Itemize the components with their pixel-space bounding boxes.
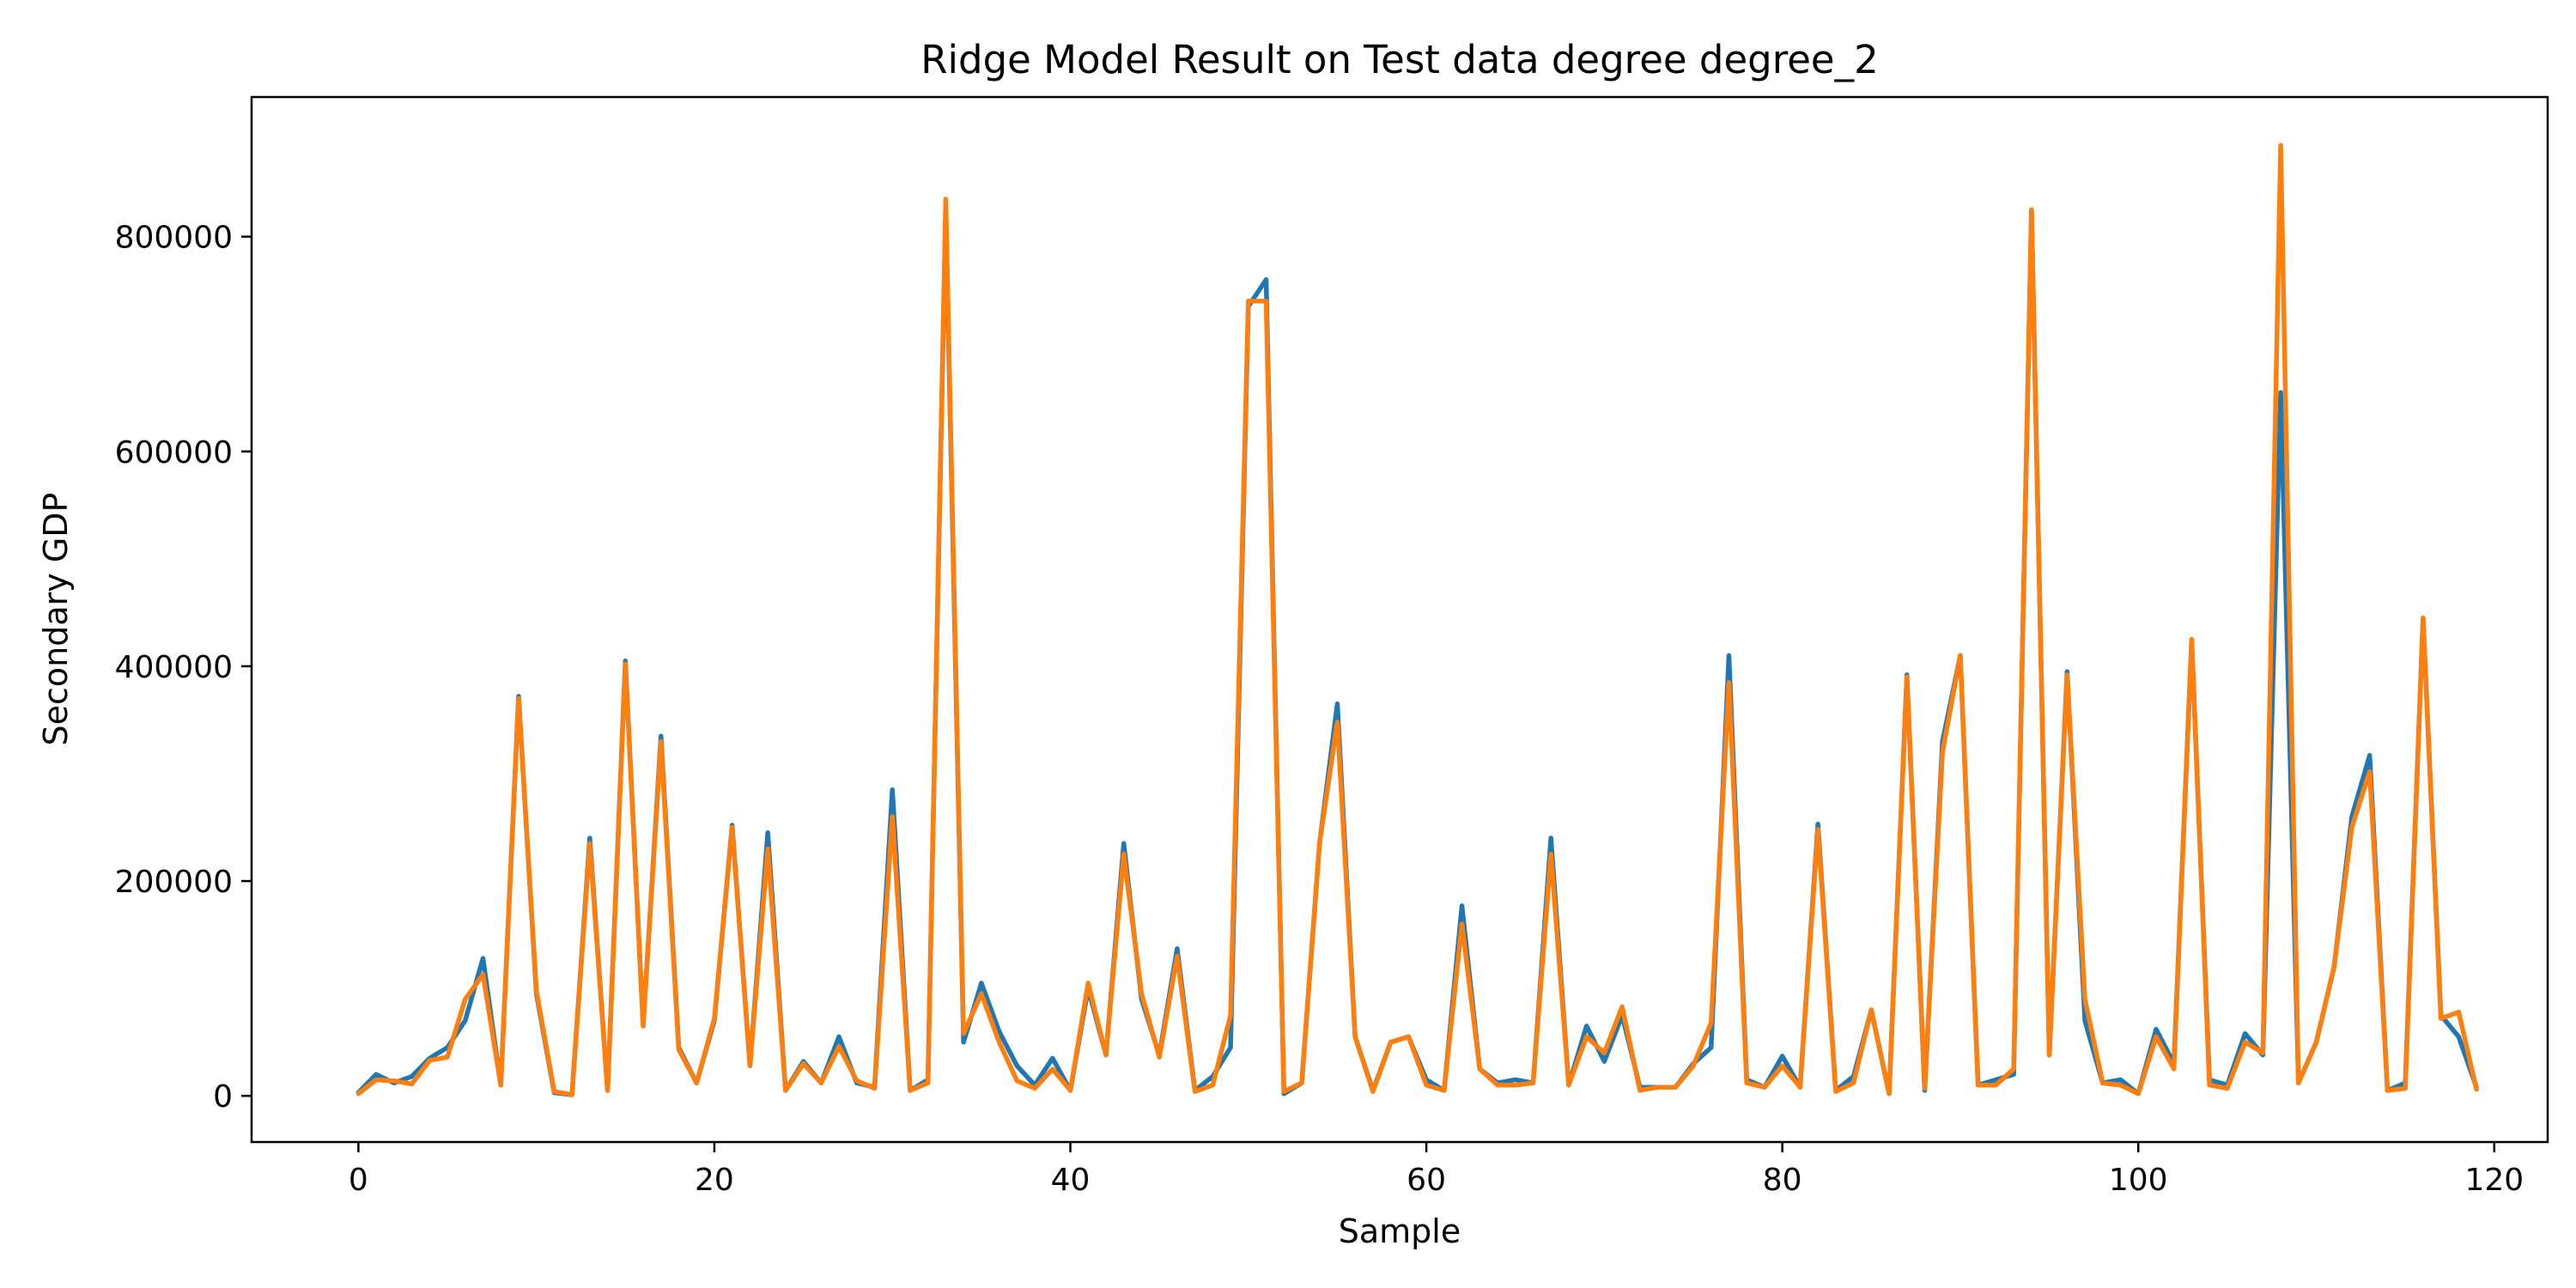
y-tick-label: 800000 (115, 221, 233, 256)
x-tick-label: 60 (1406, 1163, 1446, 1198)
y-axis: 0 200000 400000 600000 800000 (115, 221, 252, 1115)
x-tick-label: 40 (1051, 1163, 1091, 1198)
series-line-2 (355, 143, 2479, 1097)
plot-frame (250, 95, 2549, 1144)
x-axis: 0 20 40 60 80 100 120 (349, 1142, 2524, 1198)
y-tick-label: 0 (213, 1079, 233, 1115)
y-axis-label: Secondary GDP (37, 493, 75, 746)
x-tick-label: 120 (2464, 1163, 2524, 1198)
x-axis-label: Sample (1339, 1212, 1461, 1250)
x-tick-label: 20 (695, 1163, 734, 1198)
x-tick-label: 80 (1763, 1163, 1802, 1198)
y-tick-label: 400000 (115, 650, 233, 685)
x-tick-label: 100 (2109, 1163, 2168, 1198)
y-tick-label: 200000 (115, 865, 233, 900)
series-layer (355, 143, 2479, 1097)
y-tick-label: 600000 (115, 435, 233, 471)
chart-title: Ridge Model Result on Test data degree d… (920, 37, 1878, 82)
plot-area (250, 95, 2549, 1144)
series-line-1 (355, 207, 2479, 1097)
x-tick-label: 0 (349, 1163, 368, 1198)
